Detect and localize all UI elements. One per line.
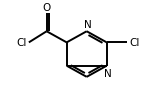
Text: N: N — [84, 20, 92, 30]
Text: N: N — [104, 68, 112, 78]
Text: Cl: Cl — [129, 38, 139, 48]
Text: O: O — [43, 3, 51, 13]
Text: Cl: Cl — [16, 38, 27, 48]
